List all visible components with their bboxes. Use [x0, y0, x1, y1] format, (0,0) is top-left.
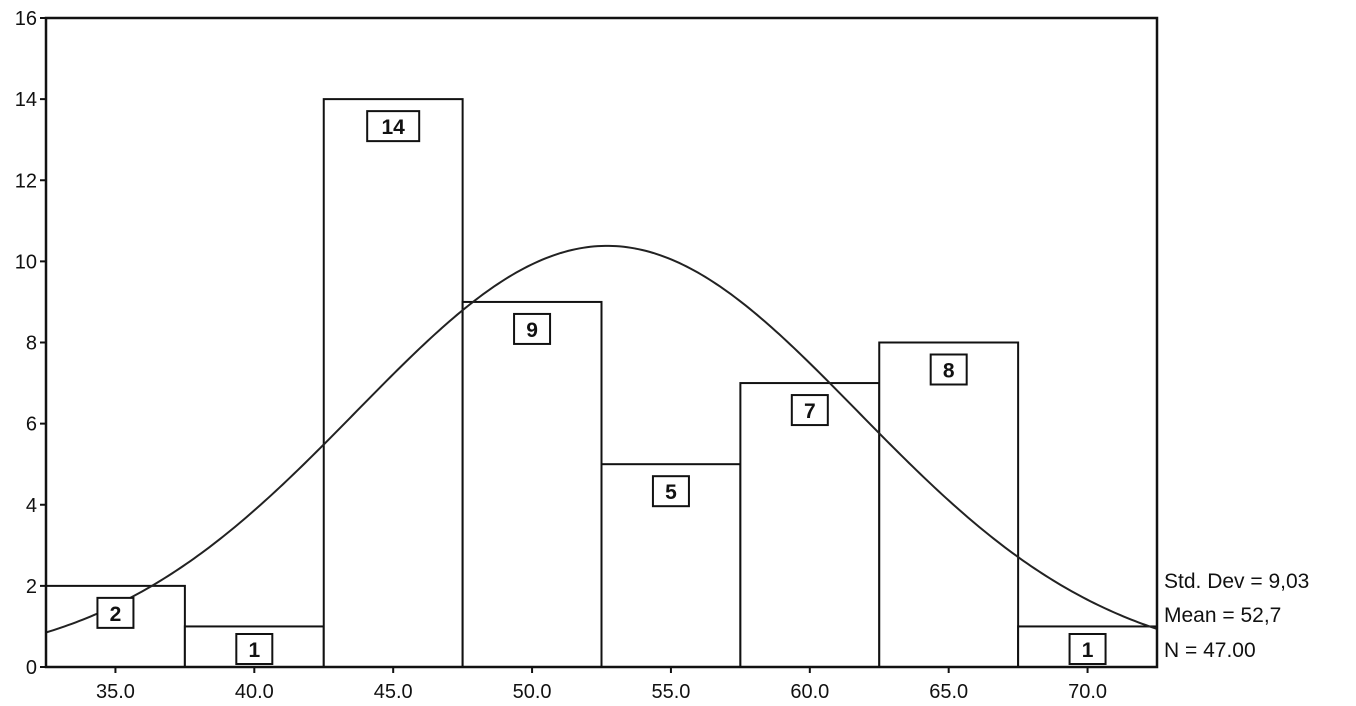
stats-std-dev: Std. Dev = 9,03	[1164, 570, 1309, 593]
x-tick-label: 70.0	[1068, 681, 1107, 703]
data-label-box	[651, 475, 690, 508]
data-label: 2	[96, 596, 135, 629]
x-tick-label: 40.0	[235, 681, 274, 703]
x-axis: 35.0 40.0 45.0 50.0 55.0 60.0 65.0 70.0	[96, 667, 1107, 703]
y-axis: 0 2 4 6 8 10 12 14 16	[15, 8, 46, 679]
histogram-bar	[739, 382, 881, 668]
histogram-bar	[461, 300, 603, 668]
histogram-bar	[878, 341, 1020, 668]
data-label-text: 5	[665, 481, 677, 504]
x-tick-label: 65.0	[929, 681, 968, 703]
x-tick-label: 50.0	[513, 681, 552, 703]
data-label-box	[96, 596, 135, 629]
stats-box: Std. Dev = 9,03 Mean = 52,7 N = 47.00	[1164, 570, 1309, 662]
data-label-box	[513, 312, 552, 345]
data-label-text: 14	[382, 116, 406, 139]
y-tick-label: 14	[15, 89, 37, 111]
data-label: 1	[235, 633, 274, 665]
curve-layer	[45, 244, 1158, 634]
data-label-box	[1068, 633, 1107, 665]
data-label: 9	[513, 312, 552, 345]
stats-n: N = 47.00	[1164, 639, 1256, 662]
data-label-box	[366, 110, 421, 143]
x-tick-label: 45.0	[374, 681, 413, 703]
x-tick-label: 60.0	[790, 681, 829, 703]
data-label-text: 2	[110, 603, 122, 626]
data-label-box	[235, 633, 274, 665]
y-tick-label: 0	[26, 657, 37, 679]
data-label-box	[929, 353, 968, 386]
y-tick-label: 12	[15, 170, 37, 192]
y-tick-label: 4	[26, 495, 37, 517]
normal-curve	[45, 244, 1158, 634]
data-label-text: 7	[804, 400, 816, 423]
y-tick-label: 16	[15, 8, 37, 30]
data-label: 1	[1068, 633, 1107, 665]
histogram-bar	[322, 98, 464, 668]
data-label-text: 9	[526, 319, 538, 342]
y-tick-label: 6	[26, 414, 37, 436]
data-labels-layer: 2 1 14 9 5 7 8 1	[96, 110, 1107, 665]
data-label-box	[790, 394, 829, 427]
data-label: 7	[790, 394, 829, 427]
data-label-text: 8	[943, 360, 955, 383]
stats-mean: Mean = 52,7	[1164, 604, 1281, 627]
y-tick-label: 2	[26, 576, 37, 598]
data-label: 5	[651, 475, 690, 508]
y-tick-label: 10	[15, 251, 37, 273]
data-label-text: 1	[1082, 639, 1094, 662]
y-tick-label: 8	[26, 333, 37, 355]
data-label-text: 1	[248, 639, 260, 662]
data-label: 14	[366, 110, 421, 143]
data-label: 8	[929, 353, 968, 386]
x-tick-label: 55.0	[651, 681, 690, 703]
x-tick-label: 35.0	[96, 681, 135, 703]
bars-layer	[45, 98, 1158, 668]
